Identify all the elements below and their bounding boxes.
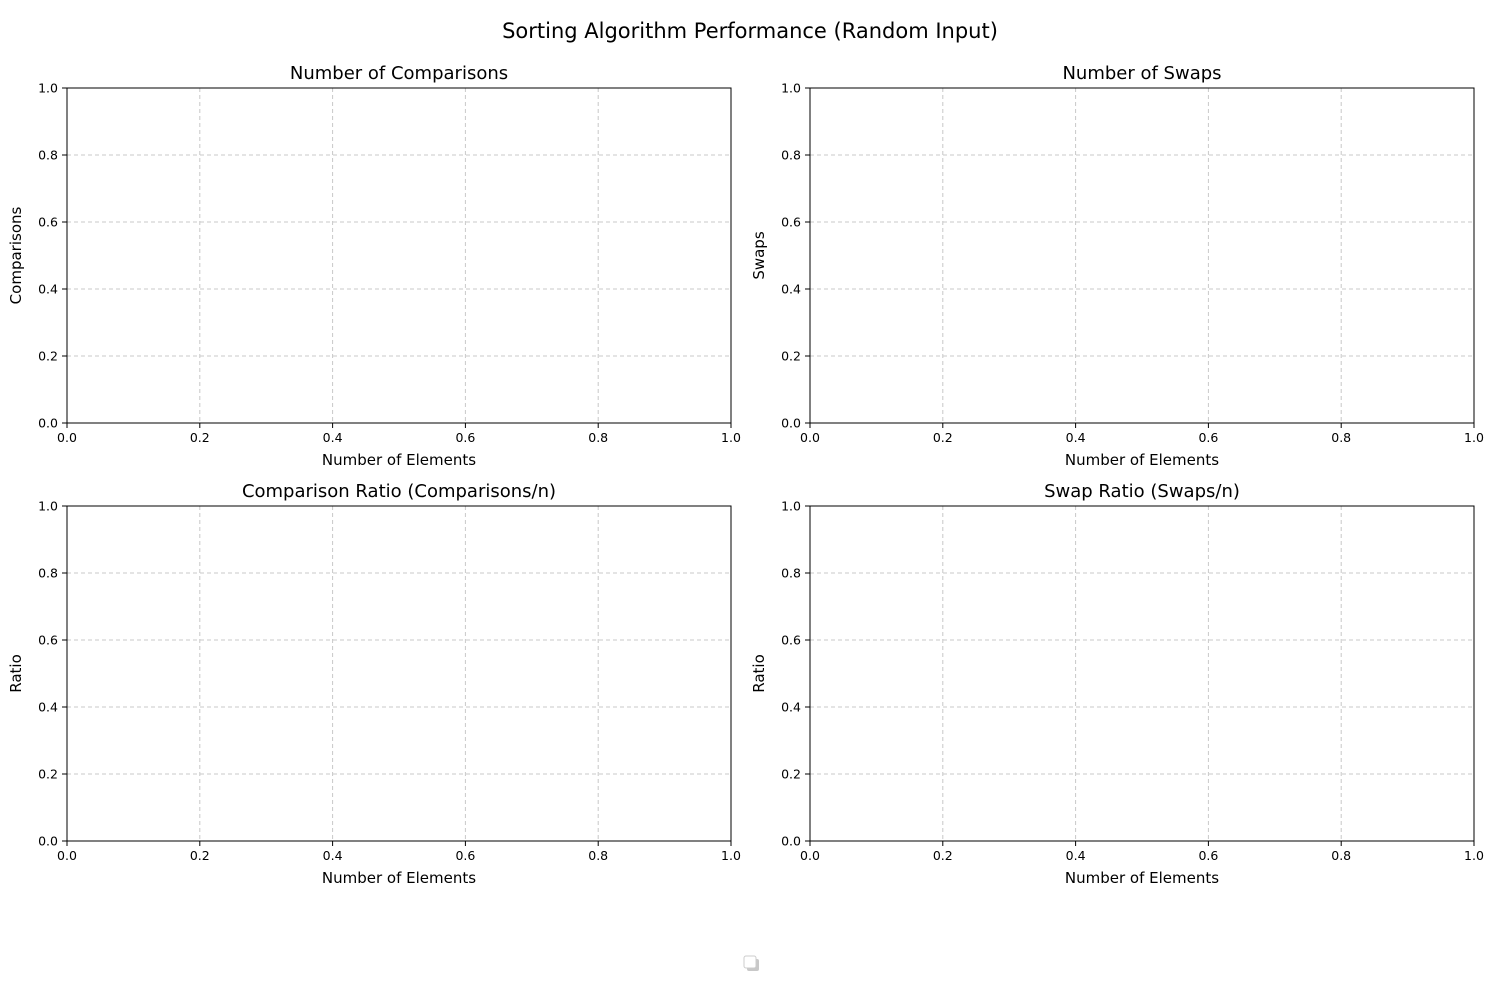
x-tick-label: 0.6 — [1198, 430, 1218, 445]
x-tick-label: 0.4 — [1066, 430, 1086, 445]
x-tick-label: 0.2 — [190, 430, 210, 445]
x-tick-label: 1.0 — [721, 848, 741, 863]
y-axis-label: Swaps — [750, 231, 768, 280]
y-tick-label: 0.0 — [38, 416, 58, 431]
subplot-2: 0.0 0.2 0.4 0.6 0.8 1.0 0.0 0.2 0.4 0.6 0.8 1.0 Numb… — [750, 63, 1484, 469]
x-tick-label: 0.8 — [588, 848, 608, 863]
x-tick-label: 1.0 — [1464, 848, 1484, 863]
y-tick-label: 1.0 — [38, 499, 58, 514]
x-axis-label: Number of Elements — [1065, 869, 1219, 887]
y-tick-label: 1.0 — [38, 81, 58, 96]
x-tick-label: 0.2 — [933, 430, 953, 445]
y-tick-label: 0.4 — [38, 282, 58, 297]
y-tick-label: 0.2 — [38, 767, 58, 782]
x-axis-label: Number of Elements — [1065, 451, 1219, 469]
y-tick-label: 0.6 — [781, 633, 801, 648]
x-tick-label: 0.6 — [455, 848, 475, 863]
plot-area-frame — [809, 505, 1475, 842]
axes-layer: 0.0 0.2 0.4 0.6 0.8 1.0 0.0 0.2 0.4 0.6 0.8 1.0 Numb… — [7, 63, 1484, 887]
legend-box — [743, 955, 757, 969]
x-tick-label: 0.8 — [588, 430, 608, 445]
subplot-3: 0.0 0.2 0.4 0.6 0.8 1.0 0.0 0.2 0.4 0.6 0.8 1.0 Comp… — [7, 481, 741, 887]
plot-area-frame — [66, 505, 732, 842]
x-tick-label: 0.0 — [800, 430, 820, 445]
y-tick-label: 1.0 — [781, 81, 801, 96]
y-tick-label: 0.0 — [781, 834, 801, 849]
y-tick-label: 0.8 — [781, 148, 801, 163]
y-tick-label: 0.0 — [781, 416, 801, 431]
y-axis-label: Ratio — [7, 654, 25, 693]
x-tick-label: 1.0 — [1464, 430, 1484, 445]
y-tick-label: 1.0 — [781, 499, 801, 514]
plot-area-frame — [809, 87, 1475, 424]
x-tick-label: 0.4 — [323, 848, 343, 863]
y-tick-label: 0.8 — [38, 148, 58, 163]
subplot-title: Number of Swaps — [1062, 63, 1221, 84]
x-tick-label: 0.0 — [57, 848, 77, 863]
y-tick-label: 0.6 — [781, 215, 801, 230]
subplot-title: Swap Ratio (Swaps/n) — [1044, 481, 1240, 502]
x-tick-label: 0.6 — [1198, 848, 1218, 863]
x-tick-label: 0.2 — [190, 848, 210, 863]
x-tick-label: 0.6 — [455, 430, 475, 445]
y-tick-label: 0.2 — [38, 349, 58, 364]
x-axis-label: Number of Elements — [322, 869, 476, 887]
figure-title: Sorting Algorithm Performance (Random In… — [502, 19, 998, 43]
x-tick-label: 0.4 — [1066, 848, 1086, 863]
x-tick-label: 0.8 — [1331, 430, 1351, 445]
y-tick-label: 0.4 — [38, 700, 58, 715]
y-axis-label: Ratio — [750, 654, 768, 693]
y-tick-label: 0.2 — [781, 349, 801, 364]
y-tick-label: 0.2 — [781, 767, 801, 782]
y-tick-label: 0.6 — [38, 215, 58, 230]
y-tick-label: 0.8 — [38, 566, 58, 581]
subplot-4: 0.0 0.2 0.4 0.6 0.8 1.0 0.0 0.2 0.4 0.6 0.8 1.0 Swap… — [750, 481, 1484, 887]
y-tick-label: 0.6 — [38, 633, 58, 648]
x-axis-label: Number of Elements — [322, 451, 476, 469]
y-axis-label: Comparisons — [7, 207, 25, 305]
x-tick-label: 0.2 — [933, 848, 953, 863]
x-tick-label: 0.8 — [1331, 848, 1351, 863]
x-tick-label: 0.4 — [323, 430, 343, 445]
y-tick-label: 0.8 — [781, 566, 801, 581]
y-tick-label: 0.4 — [781, 700, 801, 715]
x-tick-label: 1.0 — [721, 430, 741, 445]
subplot-title: Comparison Ratio (Comparisons/n) — [242, 481, 556, 502]
x-tick-label: 0.0 — [57, 430, 77, 445]
legend — [743, 955, 759, 971]
y-tick-label: 0.0 — [38, 834, 58, 849]
plot-area-frame — [66, 87, 732, 424]
subplot-1: 0.0 0.2 0.4 0.6 0.8 1.0 0.0 0.2 0.4 0.6 0.8 1.0 Numb… — [7, 63, 741, 469]
subplot-title: Number of Comparisons — [290, 63, 508, 84]
x-tick-label: 0.0 — [800, 848, 820, 863]
y-tick-label: 0.4 — [781, 282, 801, 297]
